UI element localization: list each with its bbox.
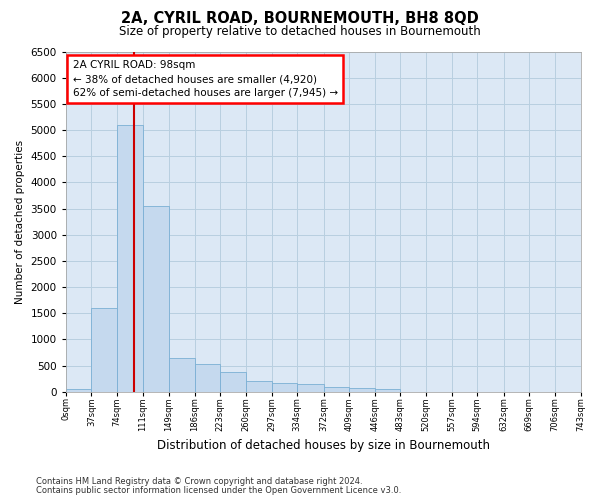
Bar: [220, 372, 246, 392]
Bar: [323, 386, 349, 392]
Bar: [297, 384, 323, 392]
Text: 2A, CYRIL ROAD, BOURNEMOUTH, BH8 8QD: 2A, CYRIL ROAD, BOURNEMOUTH, BH8 8QD: [121, 11, 479, 26]
Bar: [169, 358, 194, 392]
Y-axis label: Number of detached properties: Number of detached properties: [15, 140, 25, 304]
Text: Contains public sector information licensed under the Open Government Licence v3: Contains public sector information licen…: [36, 486, 401, 495]
Bar: [349, 388, 375, 392]
Bar: [117, 125, 143, 392]
Bar: [194, 364, 220, 392]
Text: 2A CYRIL ROAD: 98sqm
← 38% of detached houses are smaller (4,920)
62% of semi-de: 2A CYRIL ROAD: 98sqm ← 38% of detached h…: [73, 60, 338, 98]
Bar: [272, 383, 297, 392]
Text: Contains HM Land Registry data © Crown copyright and database right 2024.: Contains HM Land Registry data © Crown c…: [36, 477, 362, 486]
Bar: [246, 382, 272, 392]
X-axis label: Distribution of detached houses by size in Bournemouth: Distribution of detached houses by size …: [157, 440, 490, 452]
Bar: [91, 308, 117, 392]
Bar: [375, 389, 400, 392]
Text: Size of property relative to detached houses in Bournemouth: Size of property relative to detached ho…: [119, 25, 481, 38]
Bar: [143, 206, 169, 392]
Bar: [66, 389, 91, 392]
